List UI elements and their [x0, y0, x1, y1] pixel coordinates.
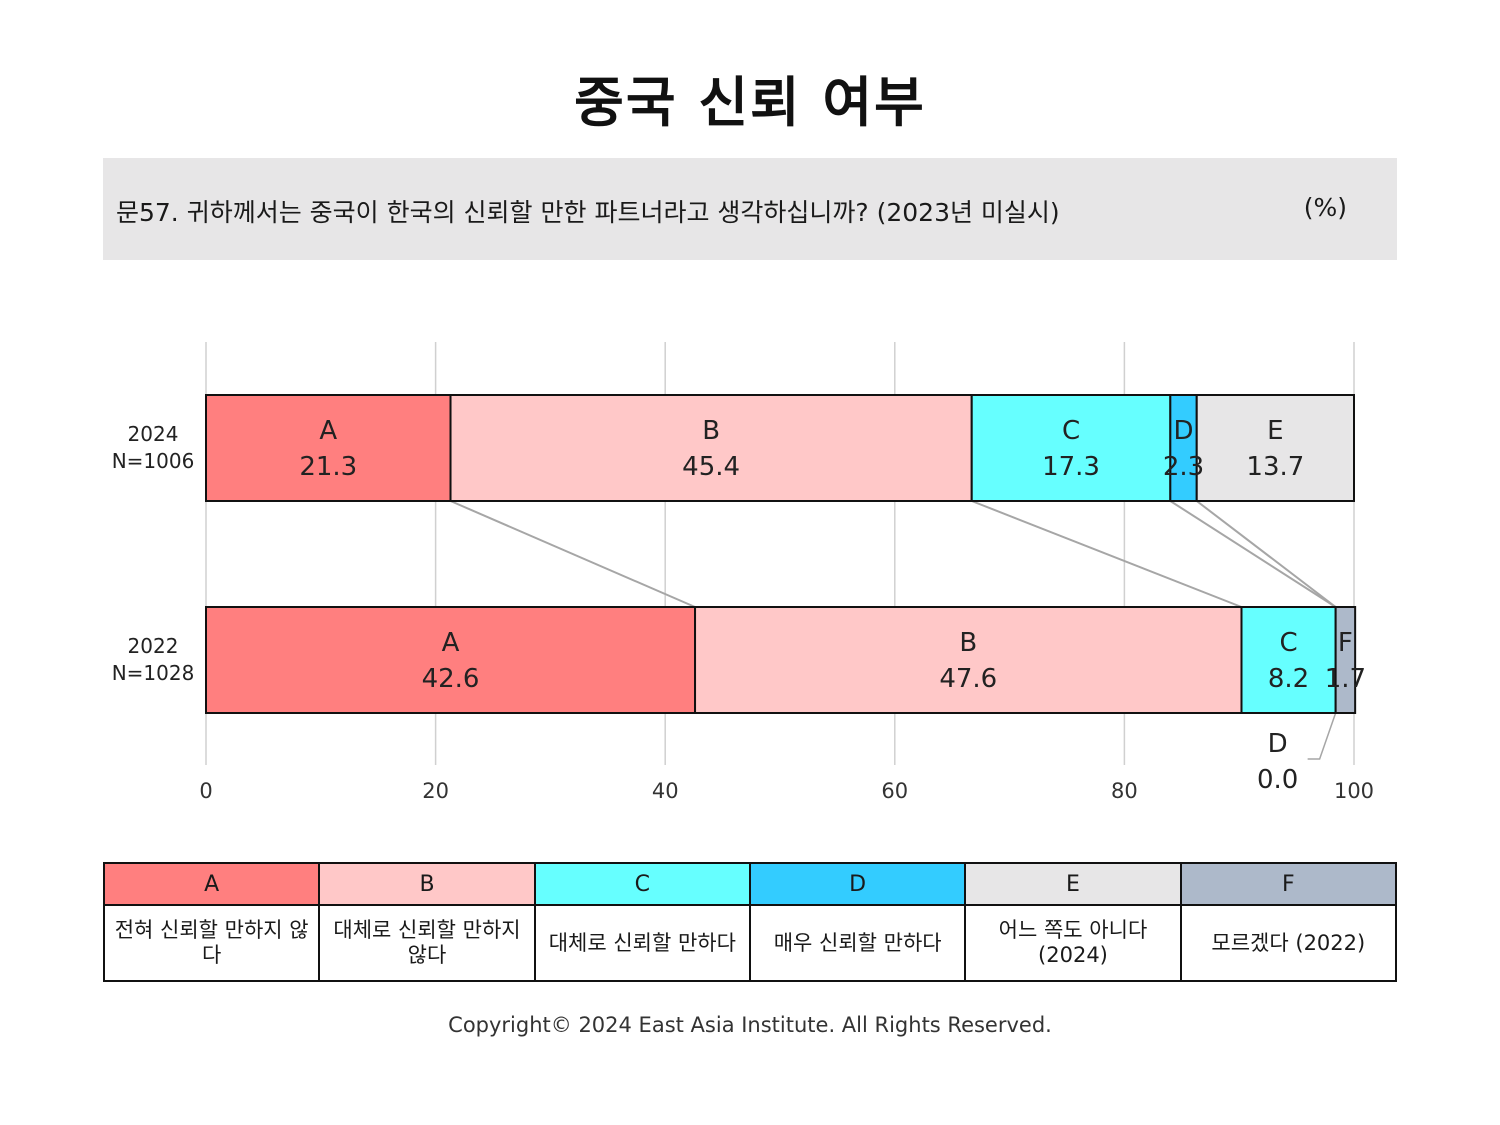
bar-segment-2022-C: [1240, 606, 1337, 714]
segment-key-2022-A: A: [442, 628, 460, 658]
legend-key-B: B: [318, 862, 536, 906]
x-tick-label-0: 0: [199, 779, 212, 803]
bar-segment-2024-D: [1169, 394, 1198, 502]
legend-description-row: 전혀 신뢰할 만하지 않다 대체로 신뢰할 만하지 않다 대체로 신뢰할 만하다 매우…: [102, 904, 1398, 982]
connector-line-1: [450, 500, 696, 608]
question-box: 문57. 귀하께서는 중국이 한국의 신뢰할 만한 파트너라고 생각하십니까? …: [103, 158, 1397, 260]
copyright-text: Copyright© 2024 East Asia Institute. All…: [448, 1013, 1052, 1037]
unit-label: (%): [1303, 193, 1347, 222]
callout-key-D: D: [1268, 729, 1288, 759]
segment-key-2024-C: C: [1062, 416, 1080, 446]
segment-value-2022-A: 42.6: [422, 664, 480, 694]
bar-segment-2024-C: [970, 394, 1172, 502]
segment-key-2024-D: D: [1174, 416, 1194, 446]
bar-segment-2022-A: [205, 606, 697, 714]
x-tick-label-60: 60: [881, 779, 908, 803]
question-text: 문57. 귀하께서는 중국이 한국의 신뢰할 만한 파트너라고 생각하십니까? …: [116, 198, 1060, 227]
legend-description-F: 모르겠다 (2022): [1179, 904, 1398, 982]
segment-value-2024-A: 21.3: [299, 452, 357, 482]
bar-segment-2022-F: [1334, 606, 1357, 714]
row-n-label-2024: N=1006: [112, 449, 195, 473]
segment-key-2024-A: A: [319, 416, 337, 446]
legend-key-F: F: [1179, 862, 1398, 906]
connector-line-3: [1169, 500, 1337, 608]
legend-key-D: D: [748, 862, 967, 906]
segment-value-2024-B: 45.4: [682, 452, 740, 482]
row-n-label-2022: N=1028: [112, 661, 195, 685]
legend-key-C: C: [533, 862, 751, 906]
bar-segment-2024-A: [205, 394, 452, 502]
segment-key-2024-E: E: [1267, 416, 1283, 446]
legend-description-C: 대체로 신뢰할 만하다: [533, 904, 751, 982]
legend-description-A: 전혀 신뢰할 만하지 않다: [102, 904, 321, 982]
bar-segment-2024-B: [449, 394, 973, 502]
chart-title: 중국 신뢰 여부: [574, 71, 926, 134]
bar-segment-2024-E: [1195, 394, 1355, 502]
callout-value-D: 0.0: [1257, 765, 1298, 795]
stacked-bar-chart: 2024 N=1006 A 21.3 B 45.4 C 17.3 D 2.3 E 13.7 2022 N=…: [112, 342, 1374, 803]
segment-key-2022-C: C: [1279, 628, 1297, 658]
segment-value-2022-F: 1.7: [1325, 664, 1366, 694]
callout-leader-line: [1307, 712, 1337, 760]
segment-key-2022-F: F: [1338, 628, 1353, 658]
x-tick-label-20: 20: [422, 779, 449, 803]
bar-segment-2022-B: [694, 606, 1243, 714]
segment-key-2022-B: B: [959, 628, 977, 658]
legend-description-D: 매우 신뢰할 만하다: [748, 904, 967, 982]
segment-key-2024-B: B: [702, 416, 720, 446]
legend-description-E: 어느 쪽도 아니다 (2024): [964, 904, 1182, 982]
axis-layer: 0 20 40 60 80 100: [199, 779, 1374, 803]
row-year-label-2022: 2022: [128, 634, 179, 658]
x-tick-label-80: 80: [1111, 779, 1138, 803]
connector-line-2: [971, 500, 1242, 608]
legend-key-E: E: [964, 862, 1182, 906]
segment-value-2024-C: 17.3: [1042, 452, 1100, 482]
legend-key-A: A: [102, 862, 321, 906]
connector-layer: [450, 500, 1337, 760]
segment-value-2022-B: 47.6: [939, 664, 997, 694]
x-tick-label-40: 40: [652, 779, 679, 803]
segment-value-2024-D: 2.3: [1163, 452, 1204, 482]
bar-layer: [205, 394, 1357, 714]
row-year-label-2024: 2024: [128, 422, 179, 446]
label-layer: 2024 N=1006 A 21.3 B 45.4 C 17.3 D 2.3 E 13.7 2022 N=…: [112, 416, 1366, 795]
legend-description-B: 대체로 신뢰할 만하지 않다: [318, 904, 536, 982]
connector-line-4: [1196, 500, 1337, 608]
segment-value-2024-E: 13.7: [1246, 452, 1304, 482]
x-tick-label-100: 100: [1334, 779, 1374, 803]
segment-value-2022-C: 8.2: [1268, 664, 1309, 694]
